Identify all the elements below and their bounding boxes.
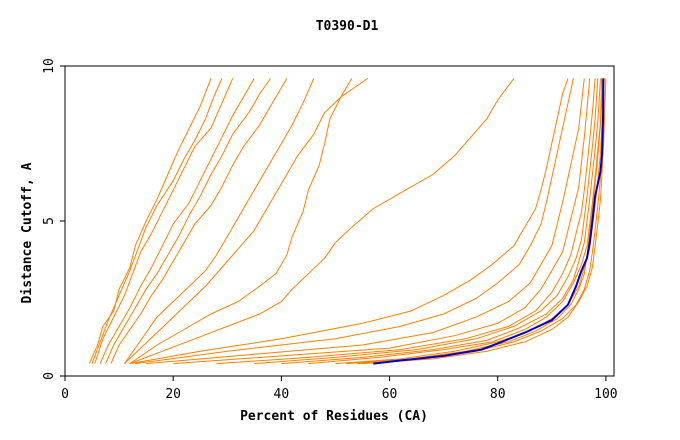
y-axis-ticks: 0 5 10	[42, 58, 65, 380]
x-tick-label-80: 80	[490, 387, 506, 402]
series-layer	[88, 77, 607, 365]
series-line-17	[281, 78, 601, 365]
series-line-2	[91, 78, 223, 364]
series-line-21	[357, 78, 605, 365]
x-tick-label-20: 20	[165, 387, 181, 402]
y-tick-label-5: 5	[42, 217, 57, 225]
series-line-10	[129, 78, 515, 365]
series-line-19	[335, 78, 604, 365]
x-tick-label-100: 100	[594, 387, 617, 402]
series-line-1	[88, 78, 212, 364]
series-line-11	[129, 78, 569, 365]
y-tick-label-0: 0	[42, 372, 57, 380]
x-tick-label-40: 40	[274, 387, 290, 402]
chart-title: T0390-D1	[316, 19, 379, 34]
x-axis-label: Percent of Residues (CA)	[240, 409, 428, 424]
series-line-4	[99, 78, 255, 364]
x-tick-label-60: 60	[382, 387, 398, 402]
series-line-13	[146, 78, 585, 365]
series-line-5	[105, 78, 271, 364]
x-tick-label-0: 0	[61, 387, 69, 402]
series-line-18	[308, 78, 603, 365]
series-line-7	[124, 78, 315, 364]
series-line-20	[346, 78, 604, 365]
series-line-6	[110, 78, 288, 364]
series-line-8	[124, 78, 353, 364]
series-line-9	[129, 77, 369, 365]
series-line-22	[362, 78, 607, 365]
highlight-layer	[373, 78, 605, 365]
series-line-16	[254, 78, 599, 365]
series-line-14	[173, 78, 591, 365]
series-line-3	[94, 78, 234, 364]
series-line-12	[135, 78, 574, 365]
x-axis-ticks: 0 20 40 60 80 100	[61, 376, 618, 402]
highlight-series-line	[373, 78, 605, 365]
series-line-15	[216, 78, 596, 365]
y-axis-label: Distance Cutoff, A	[20, 162, 35, 303]
y-tick-label-10: 10	[42, 58, 57, 74]
